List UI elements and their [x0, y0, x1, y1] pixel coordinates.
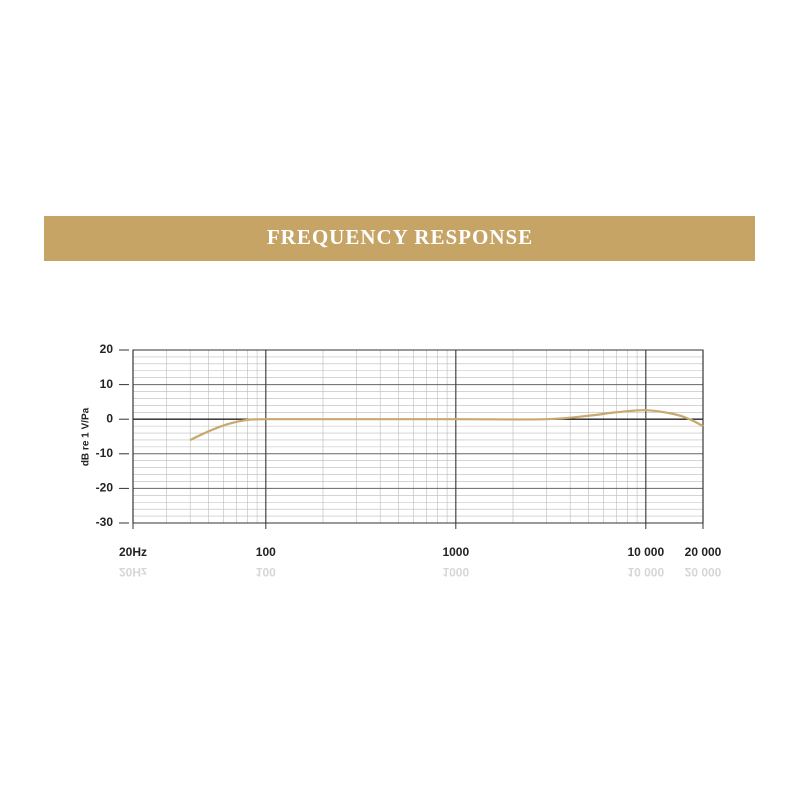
x-tick-label: 1000 [442, 545, 469, 559]
x-tick-label: 10 000 [627, 545, 664, 559]
chart-title: FREQUENCY RESPONSE [267, 225, 533, 249]
x-tick-label: 20Hz [119, 545, 147, 559]
plot [189, 409, 704, 441]
y-tick-label: 20 [100, 342, 114, 356]
plot-frame [132, 349, 704, 524]
y-tick-label: 0 [106, 411, 113, 425]
title-banner [44, 216, 755, 261]
response-curve [189, 409, 704, 441]
x-tick-reflection: 20Hz [119, 565, 147, 579]
x-tick-reflection: 100 [256, 565, 276, 579]
y-tick-label: -10 [96, 446, 114, 460]
x-tick-label: 100 [256, 545, 276, 559]
x-tick-reflection: 1000 [442, 565, 469, 579]
y-tick-label: 10 [100, 377, 114, 391]
y-axis-label: dB re 1 V/Pa [81, 407, 92, 466]
x-tick-reflection: 10 000 [627, 565, 664, 579]
y-tick-label: -20 [96, 481, 114, 495]
x-tick-label: 20 000 [685, 545, 722, 559]
y-tick-label: -30 [96, 515, 114, 529]
x-tick-reflection: 20 000 [685, 565, 722, 579]
